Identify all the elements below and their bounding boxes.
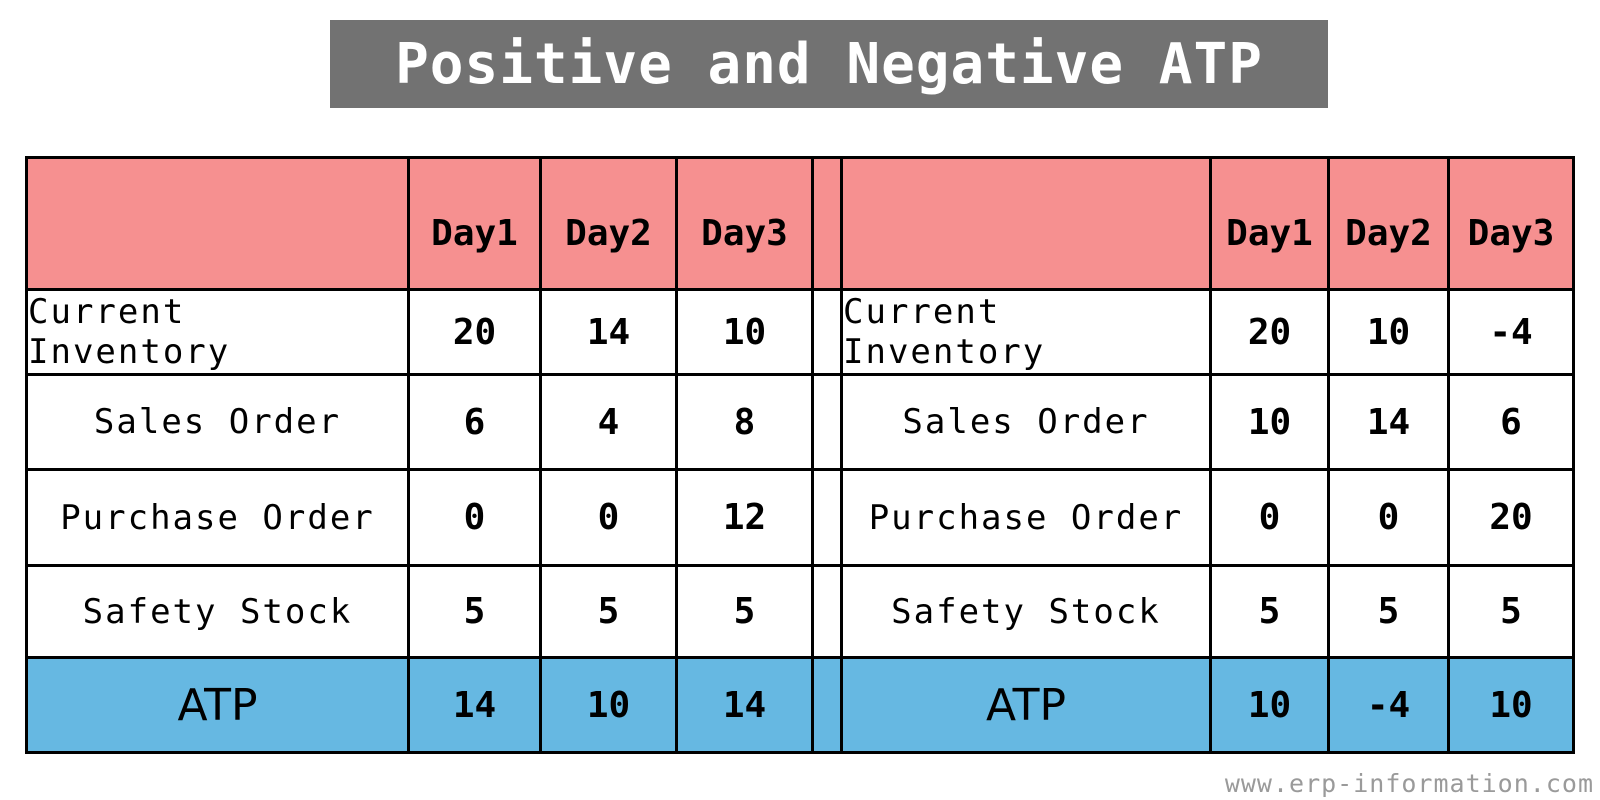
safety-stock-day1: 5 <box>410 567 542 659</box>
header-blank-cell <box>28 159 410 291</box>
header-day3: Day3 <box>1450 159 1572 291</box>
header-day2: Day2 <box>1330 159 1450 291</box>
sales-order-day2: 14 <box>1330 376 1450 471</box>
page-title: Positive and Negative ATP <box>330 20 1328 108</box>
sales-order-day1: 6 <box>410 376 542 471</box>
row-label-atp: ATP <box>843 659 1212 751</box>
separator-rule <box>814 288 840 291</box>
row-label-safety-stock: Safety Stock <box>843 567 1212 659</box>
atp-comparison-frame: Day1 Day2 Day3 Current Inventory 20 14 1… <box>25 156 1575 754</box>
purchase-order-day1: 0 <box>410 471 542 567</box>
atp-day3: 10 <box>1450 659 1572 751</box>
header-day3: Day3 <box>678 159 814 291</box>
sales-order-day3: 6 <box>1450 376 1572 471</box>
row-label-sales-order: Sales Order <box>843 376 1212 471</box>
purchase-order-day3: 12 <box>678 471 814 567</box>
atp-day2: 10 <box>542 659 678 751</box>
atp-day1: 14 <box>410 659 542 751</box>
safety-stock-day3: 5 <box>1450 567 1572 659</box>
header-day2: Day2 <box>542 159 678 291</box>
current-inventory-day3: -4 <box>1450 291 1572 376</box>
row-label-safety-stock: Safety Stock <box>28 567 410 659</box>
safety-stock-day2: 5 <box>542 567 678 659</box>
negative-atp-table: Day1 Day2 Day3 Current Inventory 20 10 -… <box>843 159 1572 751</box>
header-blank-cell <box>843 159 1212 291</box>
current-inventory-day2: 10 <box>1330 291 1450 376</box>
header-day1: Day1 <box>410 159 542 291</box>
purchase-order-day2: 0 <box>542 471 678 567</box>
row-label-current-inventory: Current Inventory <box>28 291 410 376</box>
safety-stock-day2: 5 <box>1330 567 1450 659</box>
current-inventory-day1: 20 <box>410 291 542 376</box>
safety-stock-day3: 5 <box>678 567 814 659</box>
purchase-order-day1: 0 <box>1212 471 1330 567</box>
separator-rule <box>814 373 840 376</box>
row-label-purchase-order: Purchase Order <box>843 471 1212 567</box>
sales-order-day2: 4 <box>542 376 678 471</box>
row-label-purchase-order: Purchase Order <box>28 471 410 567</box>
table-separator <box>814 159 843 751</box>
separator-rule <box>814 564 840 567</box>
row-label-atp: ATP <box>28 659 410 751</box>
separator-rule <box>814 468 840 471</box>
row-label-sales-order: Sales Order <box>28 376 410 471</box>
atp-day1: 10 <box>1212 659 1330 751</box>
atp-day3: 14 <box>678 659 814 751</box>
current-inventory-day2: 14 <box>542 291 678 376</box>
safety-stock-day1: 5 <box>1212 567 1330 659</box>
atp-day2: -4 <box>1330 659 1450 751</box>
positive-atp-table: Day1 Day2 Day3 Current Inventory 20 14 1… <box>28 159 814 751</box>
header-day1: Day1 <box>1212 159 1330 291</box>
source-watermark: www.erp-information.com <box>1224 769 1594 798</box>
row-label-current-inventory: Current Inventory <box>843 291 1212 376</box>
sales-order-day1: 10 <box>1212 376 1330 471</box>
separator-rule <box>814 656 840 659</box>
current-inventory-day1: 20 <box>1212 291 1330 376</box>
sales-order-day3: 8 <box>678 376 814 471</box>
current-inventory-day3: 10 <box>678 291 814 376</box>
purchase-order-day2: 0 <box>1330 471 1450 567</box>
purchase-order-day3: 20 <box>1450 471 1572 567</box>
